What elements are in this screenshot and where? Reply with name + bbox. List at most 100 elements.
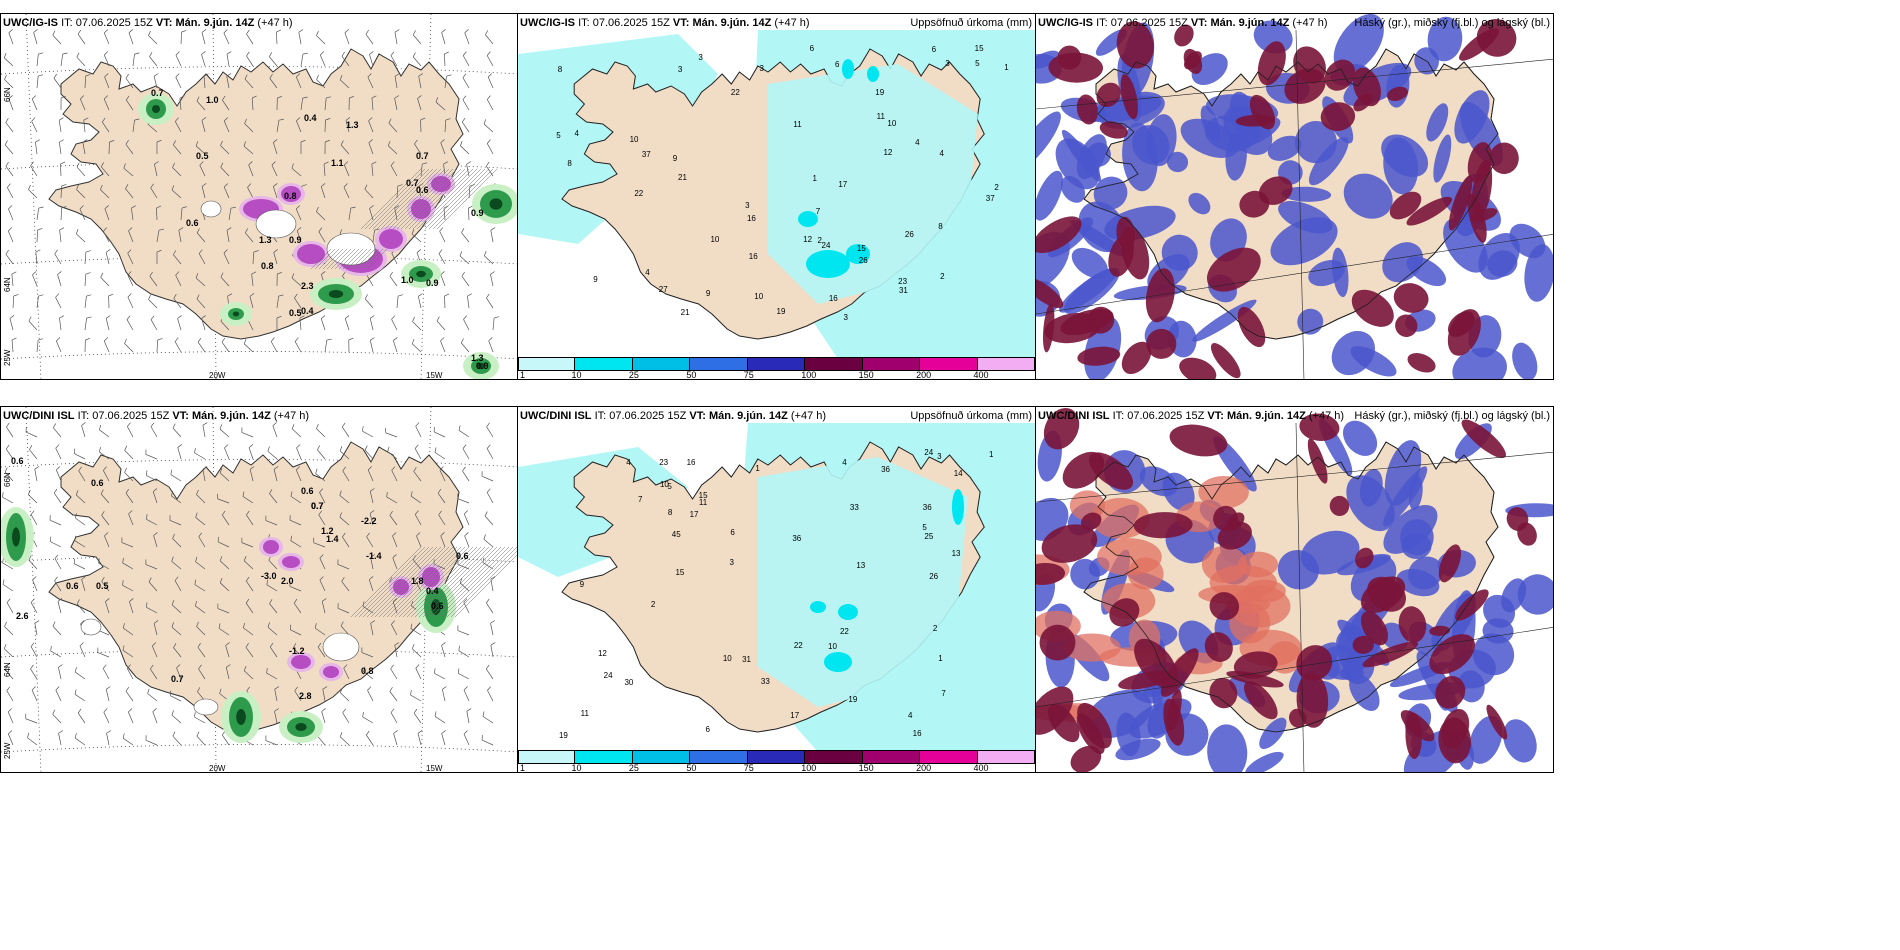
wind-value: 2.8: [299, 691, 312, 701]
precip-value: 3: [745, 200, 750, 210]
precip-value: 33: [849, 502, 859, 512]
precip-value: 19: [875, 88, 885, 98]
colorbar-swatch: [747, 357, 806, 371]
precip-value: 2: [932, 623, 938, 633]
panel-header: UWC/IG-IS IT: 07.06.2025 15Z VT: Mán. 9.…: [520, 17, 810, 29]
lat-label-66n: 66N: [3, 472, 12, 487]
precip-value: 4: [626, 457, 631, 467]
colorbar-swatch: [632, 750, 691, 764]
precip-value: 6: [931, 44, 937, 54]
precip-value: 9: [672, 154, 678, 164]
wind-value: 0.4: [304, 113, 317, 123]
wind-value: 1.3: [471, 353, 484, 363]
cloud-map-panel-row2: UWC/DINI ISL IT: 07.06.2025 15Z VT: Mán.…: [1035, 406, 1554, 773]
wind-value: 0.6: [66, 581, 79, 591]
precip-value: 24: [603, 671, 613, 681]
lon-label-25w: 25W: [3, 349, 12, 366]
lon-label-25w: 25W: [3, 742, 12, 759]
precip-value: 37: [641, 150, 651, 160]
precip-value: 11: [793, 120, 802, 130]
precip-value: 13: [951, 549, 961, 559]
wind-value: 1.4: [326, 534, 339, 544]
wind-value: 0.5: [96, 581, 109, 591]
wind-value: 0.5: [196, 151, 209, 161]
precip-map-row2: [518, 423, 1035, 752]
wind-value: 0.6: [416, 185, 429, 195]
precip-value: 12: [597, 648, 607, 658]
precip-value: 2: [940, 271, 945, 281]
wind-value: 1.8: [411, 576, 424, 586]
precip-value: 22: [730, 88, 740, 98]
precip-value: 10: [629, 134, 639, 144]
colorbar-swatch: [518, 750, 576, 764]
precip-value: 9: [705, 289, 711, 299]
panel-header: UWC/DINI ISL IT: 07.06.2025 15Z VT: Mán.…: [520, 410, 827, 422]
colorbar-tick: 10: [571, 763, 582, 773]
precip-value: 45: [671, 530, 681, 540]
precip-value: 5: [975, 58, 980, 68]
precip-value: 6: [809, 44, 815, 54]
wind-value: -3.0: [261, 571, 277, 581]
precip-value: 8: [938, 222, 943, 232]
colorbar-tick: 200: [916, 370, 932, 380]
colorbar-tick: 75: [743, 763, 754, 773]
wind-value: -1.4: [366, 551, 382, 561]
precip-value: 2: [650, 599, 656, 609]
wind-value: 0.9: [476, 361, 489, 371]
precip-value: 37: [985, 193, 995, 203]
precip-value: 36: [792, 534, 802, 544]
precip-value: 4: [907, 710, 913, 720]
wind-value: 0.7: [406, 178, 419, 188]
precip-value: 10: [659, 479, 669, 489]
precip-value: 2: [994, 182, 999, 192]
wind-value: 0.4: [426, 586, 439, 596]
precip-value: 3: [945, 59, 950, 69]
wind-map-row1: [1, 14, 517, 379]
colorbar-swatch: [690, 750, 748, 764]
panel-header: UWC/DINI ISL IT: 07.06.2025 15Z VT: Mán.…: [3, 410, 310, 422]
cloud-map-row2: [1036, 407, 1553, 772]
wind-value: 0.9: [426, 278, 439, 288]
colorbar-swatch: [575, 357, 633, 371]
precip-value: 3: [937, 452, 942, 462]
precip-value: 24: [821, 241, 831, 251]
precip-value: 10: [754, 292, 764, 302]
colorbar-swatch: [518, 357, 576, 371]
colorbar-tick: 50: [686, 370, 697, 380]
precip-value: 6: [705, 725, 710, 735]
precip-value: 16: [912, 728, 922, 738]
precip-value: 10: [887, 119, 897, 129]
precip-value: 3: [729, 557, 734, 567]
precip-value: 22: [634, 188, 644, 198]
colorbar-tick: 1: [520, 763, 526, 773]
precip-value: 27: [658, 284, 668, 294]
panel-header: UWC/IG-IS IT: 07.06.2025 15Z VT: Mán. 9.…: [3, 17, 293, 29]
precip-value: 3: [759, 64, 764, 74]
colorbar-swatch: [862, 750, 921, 764]
precip-value: 36: [881, 464, 890, 474]
precip-value: 10: [828, 641, 837, 651]
wind-value: 0.6: [301, 486, 314, 496]
precip-value: 16: [686, 457, 696, 467]
precip-value: 6: [835, 59, 840, 69]
precip-value: 31: [742, 654, 751, 664]
precip-value: 7: [815, 207, 821, 217]
precip-value: 4: [915, 138, 920, 148]
cloud-title: Háský (gr.), miðský (fj.bl.) og lágský (…: [1354, 410, 1550, 422]
precip-value: 19: [776, 306, 786, 316]
precip-map-row1: [518, 30, 1035, 359]
wind-value: 0.7: [151, 88, 164, 98]
wind-map-panel-row1: UWC/IG-IS IT: 07.06.2025 15Z VT: Mán. 9.…: [0, 13, 518, 380]
wind-value: 1.3: [259, 235, 272, 245]
wind-value: 1.0: [206, 95, 219, 105]
colorbar: 1 10 25 50 75 100 150 200 400: [518, 357, 1035, 379]
wind-value: 0.9: [289, 235, 302, 245]
wind-value: 1.1: [331, 158, 344, 168]
colorbar-tick: 75: [743, 370, 754, 380]
lat-label-66n: 66N: [3, 87, 12, 102]
precip-value: 31: [898, 286, 908, 296]
precip-value: 25: [924, 531, 934, 541]
wind-value: 2.6: [16, 611, 29, 621]
colorbar-tick: 10: [571, 370, 582, 380]
wind-value: 0.7: [416, 151, 429, 161]
